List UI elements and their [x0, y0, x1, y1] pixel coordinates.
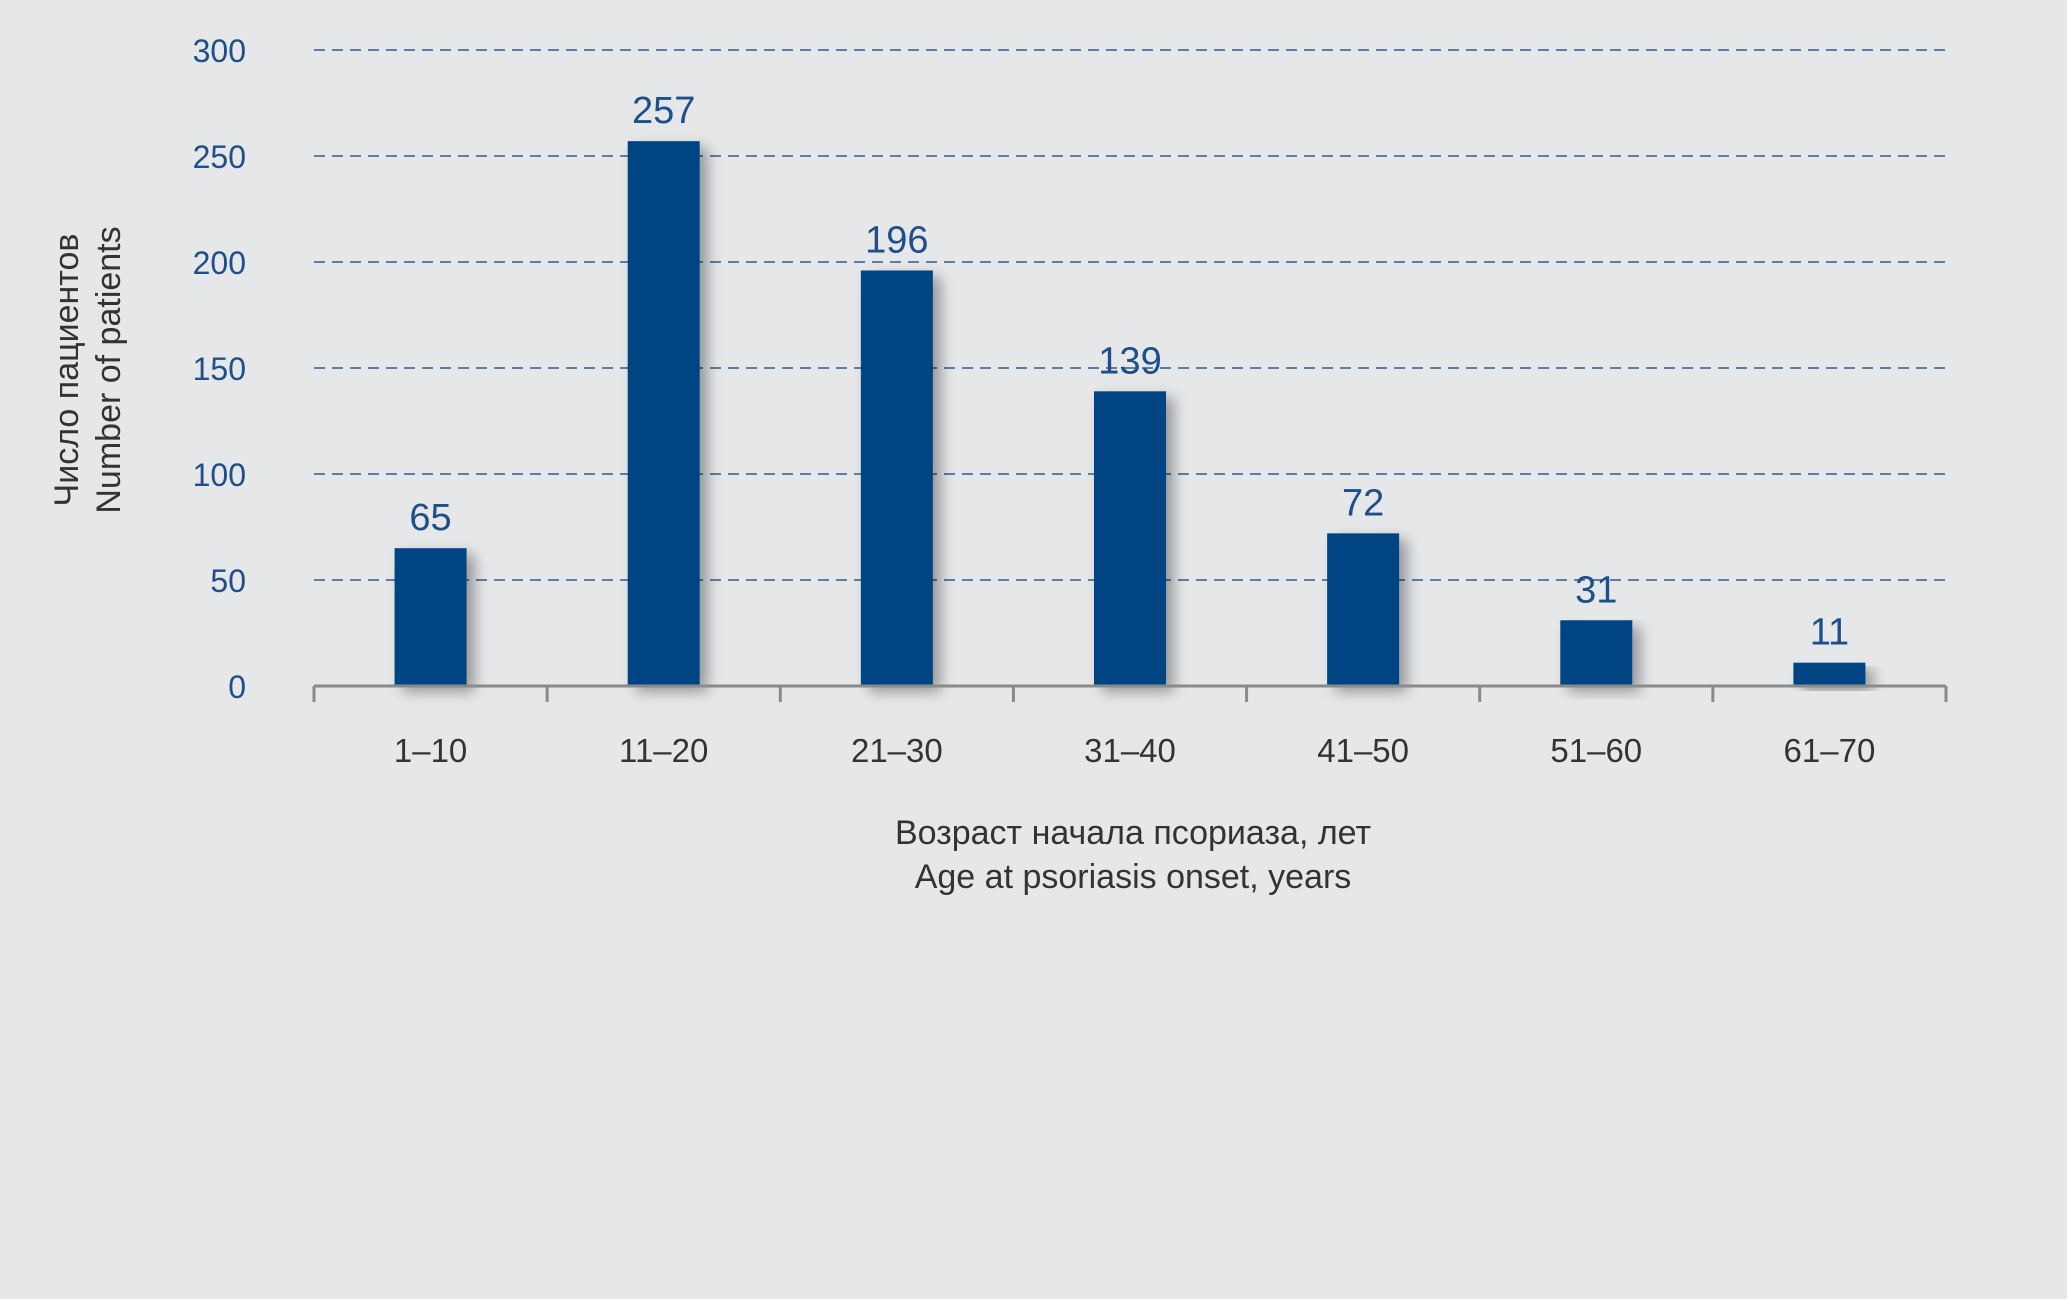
data-labels: 65 257 196 139 72 31 11: [409, 90, 1849, 654]
x-tick-label: 61–70: [1784, 732, 1876, 769]
bar: [394, 548, 467, 686]
x-tick-label: 11–20: [619, 732, 708, 769]
bar: [1327, 533, 1400, 686]
y-tick-label: 200: [193, 245, 246, 281]
x-axis: 1–10 11–20 21–30 31–40 41–50 51–60 61–70: [312, 684, 1948, 769]
y-axis-title-line-1: Число пациентов: [48, 234, 86, 507]
bar: [860, 270, 933, 686]
y-tick-label: 150: [193, 351, 246, 387]
bar: [1793, 662, 1866, 686]
y-tick-label: 300: [193, 33, 246, 69]
y-tick-label: 0: [228, 669, 246, 705]
bars: [394, 141, 1866, 686]
y-tick-label: 50: [210, 563, 246, 599]
x-tick-label: 41–50: [1317, 732, 1409, 769]
bar: [627, 141, 700, 686]
gridlines: [314, 49, 1946, 581]
data-label: 72: [1342, 482, 1384, 524]
data-label: 139: [1098, 340, 1161, 382]
data-label: 11: [1810, 612, 1849, 654]
x-tick-label: 51–60: [1550, 732, 1642, 769]
bar: [1560, 620, 1633, 686]
data-label: 196: [865, 219, 928, 261]
y-axis-ticks: 0 50 100 150 200 250 300: [193, 33, 246, 705]
x-tick-label: 21–30: [851, 732, 943, 769]
y-tick-label: 250: [193, 139, 246, 175]
x-axis-title-line-2: Age at psoriasis onset, years: [915, 858, 1352, 896]
y-tick-label: 100: [193, 457, 246, 493]
x-axis-title-line-1: Возраст начала псориаза, лет: [895, 814, 1371, 852]
bar: [1094, 391, 1166, 686]
y-axis-title-line-2: Number of patients: [90, 226, 128, 513]
data-label: 65: [409, 497, 451, 539]
data-label: 257: [632, 90, 695, 132]
x-tick-label: 31–40: [1084, 732, 1176, 769]
x-tick-label: 1–10: [394, 732, 467, 769]
data-label: 31: [1575, 569, 1617, 611]
